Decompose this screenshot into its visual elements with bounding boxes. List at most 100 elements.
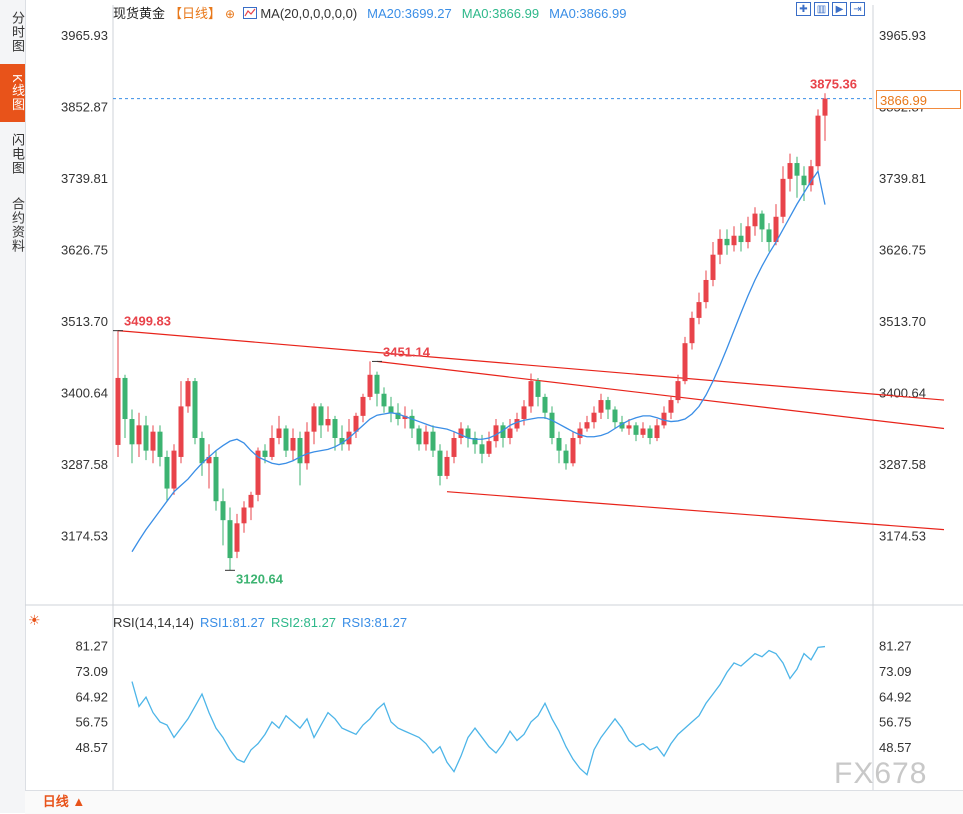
candle-body [542,396,548,413]
rsi-tick-left: 56.75 [75,715,108,730]
candle-body [794,163,800,176]
candle-body [171,450,177,489]
candle-body [689,317,695,344]
trend-line [376,360,945,430]
candle-body [409,415,415,429]
candle-body [570,437,576,464]
trend-line [446,491,945,531]
candle-body [696,302,702,318]
candle-body [276,428,282,438]
candle-body [262,450,268,457]
candle-body [360,396,366,416]
candle-body [752,213,758,227]
candle-body [626,425,632,429]
candle-body [535,381,541,397]
layout-icon[interactable]: ▥ [814,2,829,16]
settings-icon[interactable]: ⊕ [225,7,236,21]
crosshair-icon[interactable]: ✚ [796,2,811,16]
candle-body [717,238,723,255]
candle-body [507,428,513,438]
candle-body [199,437,205,464]
rsi-tick-right: 48.57 [879,740,912,755]
candle-body [521,406,527,420]
candle-body [115,377,121,445]
candle-body [402,415,408,420]
candle-body [815,115,821,167]
rsi-tick-left: 81.27 [75,639,108,654]
rsi-header: RSI(14,14,14) RSI1:81.27 RSI2:81.27 RSI3:81… [113,615,407,630]
candle-body [213,456,219,502]
candle-body [178,406,184,457]
candle-body [822,98,828,116]
tab-contract-info[interactable]: 合约资料 [10,197,25,253]
price-tick-left: 3174.53 [61,528,108,543]
candle-body [353,415,359,432]
price-tick-right: 3400.64 [879,385,926,400]
candle-body [444,456,450,476]
rsi-title[interactable]: RSI(14,14,14) [113,615,194,630]
ma-params[interactable]: MA(20,0,0,0,0,0) [260,6,358,21]
watermark: FX678 [834,757,928,790]
price-tick-left: 3287.58 [61,457,108,472]
candle-body [619,422,625,429]
rsi-line [131,645,826,776]
period-label[interactable]: 【日线】 [169,6,222,21]
rsi-tick-right: 73.09 [879,664,912,679]
rsi-tick-left: 64.92 [75,689,108,704]
trend-line [117,330,945,401]
price-tick-right: 3739.81 [879,171,926,186]
price-annotation: 3451.14 [383,344,431,359]
price-tick-left: 3739.81 [61,171,108,186]
candle-body [724,238,730,246]
candle-body [150,431,156,451]
candle-body [808,166,814,186]
candle-body [437,450,443,476]
tab-flash-chart[interactable]: 闪电图 [10,133,25,175]
candle-body [143,425,149,451]
play-icon[interactable]: ▶ [832,2,847,16]
candle-body [682,343,688,382]
rsi-tick-left: 73.09 [75,664,108,679]
sun-icon[interactable]: ☀ [28,612,41,628]
tab-timeshare[interactable]: 分时图 [10,11,25,53]
forward-icon[interactable]: ⇥ [850,2,865,16]
price-tick-right: 3513.70 [879,314,926,329]
left-sidebar: 分时图 K线图 闪电图 合约资料 [0,0,26,813]
tab-kline[interactable]: K线图 [0,64,25,122]
candle-body [780,178,786,217]
period-button[interactable]: 日线 ▲ [42,794,86,809]
candle-body [465,428,471,438]
ma20-line [131,169,826,553]
price-tick-left: 3965.93 [61,28,108,43]
candle-body [269,437,275,457]
price-annotation: 3499.83 [124,314,171,329]
candle-body [325,419,331,426]
candle-body [157,431,163,457]
candle-body [283,428,289,451]
candle-body [549,412,555,438]
candle-body [430,431,436,451]
price-tick-left: 3626.75 [61,242,108,257]
price-tick-left: 3513.70 [61,314,108,329]
candle-body [458,428,464,438]
candle-body [185,381,191,407]
candle-body [598,400,604,413]
candle-body [339,437,345,445]
candle-body [297,437,303,464]
rsi-tick-left: 48.57 [75,740,108,755]
price-tick-left: 3400.64 [61,385,108,400]
candle-body [423,431,429,445]
candle-body [605,400,611,410]
candle-body [668,400,674,413]
candle-body [710,254,716,280]
candle-body [612,409,618,423]
candle-body [220,501,226,521]
last-price-tag: 3866.99 [876,90,961,109]
price-annotation: 3120.64 [236,571,284,586]
chart-header: 现货黄金 【日线】 ⊕ MA(20,0,0,0,0,0) MA20:3699.27 MA… [113,3,630,21]
price-tick-right: 3965.93 [879,28,926,43]
ma-indicator-icon[interactable] [242,7,257,19]
candle-body [472,437,478,445]
candle-body [451,437,457,457]
